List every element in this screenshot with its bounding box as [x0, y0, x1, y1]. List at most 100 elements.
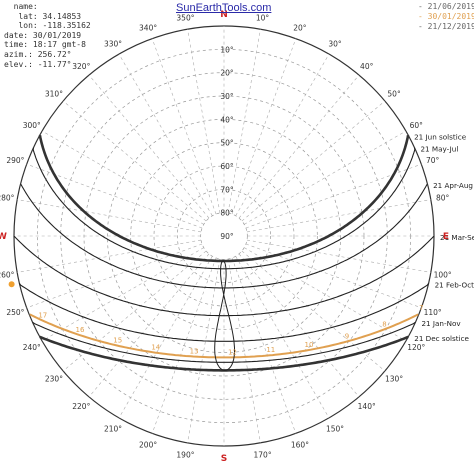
hour-label: 10	[305, 341, 314, 349]
info-label: lat:	[18, 11, 38, 21]
azimuth-label: 320°	[72, 62, 90, 71]
info-row-time: time: 18:17 gmt-8	[4, 40, 91, 50]
azimuth-ray	[231, 257, 297, 434]
elevation-label: 90°	[220, 232, 234, 241]
azimuth-ray	[238, 74, 360, 219]
info-value: 34.14853	[42, 11, 82, 21]
azimuth-ray	[88, 74, 210, 219]
elevation-label: 30°	[220, 92, 234, 101]
azimuth-ray	[235, 53, 330, 216]
azimuth-ray	[187, 29, 221, 214]
sun-path-label: 21 Feb-Oct	[435, 280, 474, 289]
azimuth-label: E	[443, 232, 449, 242]
hour-label: 13	[190, 348, 199, 356]
info-label: time:	[4, 40, 29, 50]
info-label: elev.:	[4, 59, 33, 69]
info-label: azim.:	[4, 49, 33, 59]
azimuth-ray	[118, 53, 213, 216]
elevation-ring	[153, 165, 295, 307]
legend-item-summer: - 21/06/2019	[418, 2, 474, 11]
azimuth-ray	[26, 163, 203, 229]
azimuth-ray	[238, 253, 360, 398]
analemma-line	[214, 260, 235, 371]
azimuth-label: 70°	[426, 156, 440, 165]
azimuth-ray	[151, 38, 217, 215]
sun-path-line	[20, 183, 428, 289]
sun-path-line	[29, 313, 419, 359]
info-row-name: name:	[4, 2, 91, 12]
azimuth-ray	[231, 38, 297, 215]
elevation-label: 20°	[220, 69, 234, 78]
legend: - 21/06/2019 - 30/01/2019 - 21/12/2019	[418, 2, 474, 32]
info-row-azim: azim.: 256.72°	[4, 50, 91, 60]
azimuth-label: 290°	[6, 156, 24, 165]
info-value: -11.77°	[37, 59, 72, 69]
elevation-label: 40°	[220, 115, 234, 124]
sun-path-label: 21 Apr-Aug	[433, 181, 473, 190]
hour-label: 11	[266, 346, 275, 354]
azimuth-label: 80°	[436, 193, 450, 202]
azimuth-ray	[227, 29, 261, 214]
azimuth-ray	[41, 130, 204, 225]
elevation-ring	[176, 188, 272, 284]
sun-path-label: 21 May-Jul	[420, 145, 458, 154]
brand-link[interactable]: SunEarthTools.com	[176, 2, 272, 14]
sun-path-line	[32, 321, 416, 363]
azimuth-label: 120°	[407, 343, 425, 352]
info-row-lon: lon: -118.35162	[4, 21, 91, 31]
azimuth-label: W	[0, 232, 7, 242]
legend-item-winter: - 21/12/2019	[418, 22, 474, 31]
azimuth-label: 150°	[326, 424, 344, 433]
hour-label: 8	[382, 320, 386, 328]
info-value: -118.35162	[42, 21, 91, 31]
azimuth-label: 240°	[23, 343, 41, 352]
hour-label: 14	[151, 344, 160, 352]
azimuth-label: 190°	[176, 451, 194, 460]
info-row-date: date: 30/01/2019	[4, 31, 91, 41]
azimuth-ray	[41, 247, 204, 342]
azimuth-ray	[244, 130, 407, 225]
hour-label: 7	[419, 304, 423, 312]
azimuth-label: 260°	[0, 271, 15, 280]
azimuth-ray	[235, 256, 330, 419]
azimuth-label: 60°	[410, 121, 424, 130]
azimuth-ray	[246, 239, 431, 273]
azimuth-label: 220°	[72, 402, 90, 411]
azimuth-label: 210°	[104, 424, 122, 433]
azimuth-ray	[241, 100, 386, 222]
elevation-ring	[106, 118, 342, 354]
azimuth-ray	[88, 253, 210, 398]
azimuth-label: 30°	[328, 40, 342, 49]
azimuth-label: 230°	[45, 375, 63, 384]
hour-label: 15	[113, 337, 122, 345]
azimuth-label: 110°	[424, 308, 442, 317]
azimuth-label: 340°	[139, 23, 157, 32]
info-label: name:	[13, 2, 38, 11]
sun-path-label: 21 Jan-Nov	[421, 319, 461, 328]
hour-label: 16	[76, 326, 85, 334]
azimuth-label: 140°	[358, 402, 376, 411]
chart-labels: 21 Jun solstice 21 May-Jul 21 Apr-Aug 21 Ma…	[0, 10, 474, 464]
info-value: 256.72°	[37, 49, 72, 59]
elevation-label: 50°	[220, 139, 234, 148]
azimuth-label: 40°	[360, 62, 374, 71]
info-value: 18:17 gmt-8	[32, 40, 86, 50]
azimuth-label: 200°	[139, 441, 157, 450]
sun-path-line	[13, 235, 435, 317]
azimuth-label: S	[221, 454, 227, 464]
sun-path-line	[18, 282, 430, 342]
azimuth-ray	[227, 258, 261, 443]
azimuth-ray	[244, 247, 407, 342]
legend-item-today: - 30/01/2019	[418, 12, 474, 21]
azimuth-label: 310°	[45, 89, 63, 98]
azimuth-label: 350°	[176, 13, 194, 22]
azimuth-label: 100°	[434, 271, 452, 280]
info-value: 30/01/2019	[32, 30, 82, 40]
chart-series	[8, 135, 435, 372]
elevation-label: 10°	[220, 45, 234, 54]
location-info-panel: name: lat: 34.14853 lon: -118.35162 date…	[4, 2, 91, 69]
azimuth-label: 20°	[293, 23, 307, 32]
hour-label: 12	[228, 348, 237, 356]
azimuth-label: 130°	[385, 375, 403, 384]
